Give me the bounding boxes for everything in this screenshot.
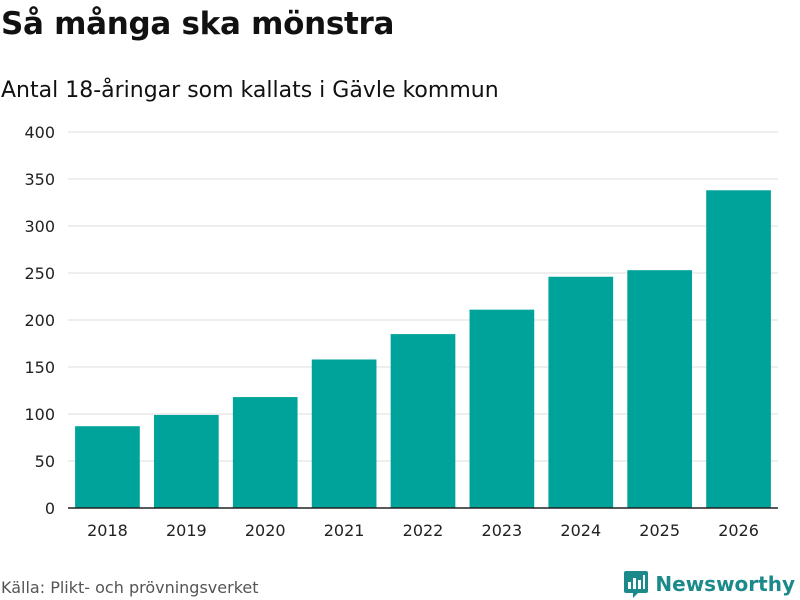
bar-chart: 0 50 100 150 200 250 300 350 400 2018 2019 2020 202…: [24, 123, 778, 540]
bar-2025: [627, 270, 693, 508]
y-tick-label: 100: [24, 405, 55, 424]
y-tick-label: 400: [24, 123, 55, 142]
chart-title: Så många ska mönstra: [1, 6, 395, 42]
brand-name: Newsworthy: [655, 572, 795, 596]
chart-subtitle: Antal 18-åringar som kallats i Gävle kom…: [1, 78, 499, 103]
bar-2020: [232, 397, 298, 508]
bar-2024: [548, 276, 614, 508]
bars: [75, 190, 771, 508]
bar-2021: [311, 359, 377, 508]
x-tick-label: 2023: [482, 521, 523, 540]
source-note: Källa: Plikt- och prövningsverket: [1, 578, 259, 597]
x-tick-label: 2020: [245, 521, 286, 540]
x-tick-label: 2021: [324, 521, 365, 540]
brand-logo: Newsworthy: [623, 569, 795, 599]
x-tick-label: 2022: [403, 521, 444, 540]
newsworthy-logo-icon: [624, 571, 649, 598]
y-tick-label: 50: [35, 452, 55, 471]
y-tick-label: 300: [24, 217, 55, 236]
x-tick-label: 2018: [87, 521, 128, 540]
x-tick-label: 2019: [166, 521, 207, 540]
x-tick-label: 2026: [718, 521, 759, 540]
y-tick-label: 200: [24, 311, 55, 330]
x-tick-label: 2024: [560, 521, 601, 540]
y-axis-ticks: 0 50 100 150 200 250 300 350 400: [24, 123, 55, 518]
y-tick-label: 0: [45, 499, 55, 518]
y-tick-label: 350: [24, 170, 55, 189]
y-tick-label: 250: [24, 264, 55, 283]
x-tick-label: 2025: [639, 521, 680, 540]
bar-2019: [153, 414, 219, 508]
y-tick-label: 150: [24, 358, 55, 377]
bar-2026: [706, 190, 771, 508]
bar-2023: [469, 309, 535, 508]
bar-2022: [390, 334, 456, 508]
x-axis-ticks: 2018 2019 2020 2021 2022 2023 2024 2025 2026: [87, 521, 759, 540]
bar-2018: [75, 426, 140, 508]
